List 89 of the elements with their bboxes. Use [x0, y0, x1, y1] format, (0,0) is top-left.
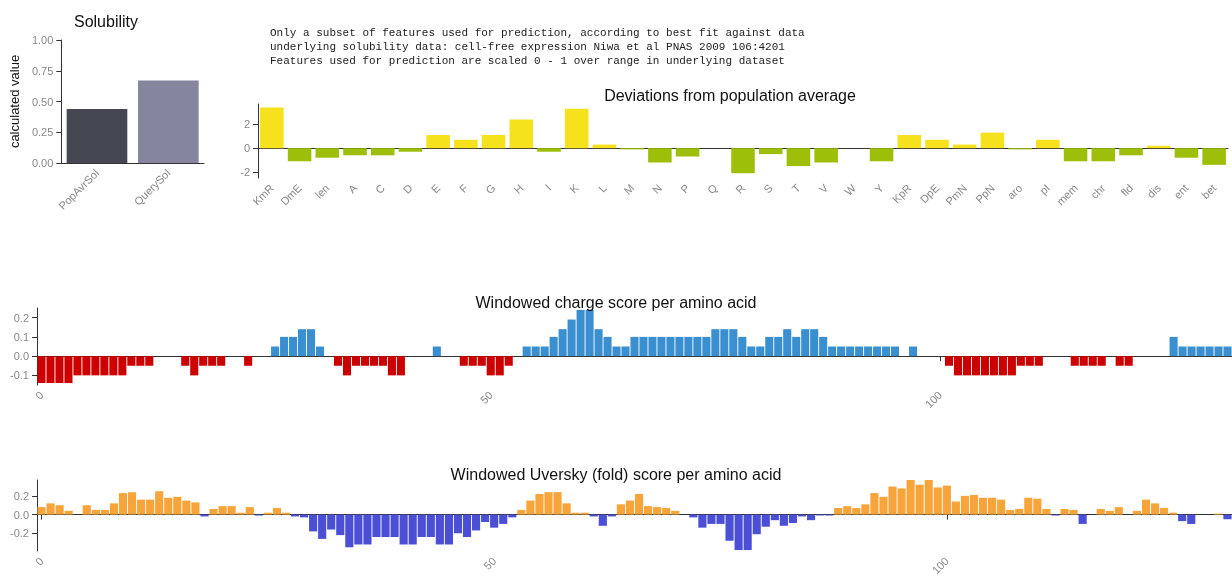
y-tick-label: 0	[243, 142, 250, 155]
x-tick-label: Q	[705, 181, 720, 197]
x-tick-label: 100	[929, 554, 952, 577]
bar	[1174, 148, 1199, 158]
bar	[398, 148, 423, 152]
bar	[315, 148, 340, 158]
bar	[1202, 148, 1226, 165]
bar	[287, 148, 312, 162]
x-tick-label: A	[345, 181, 360, 196]
y-axis-title: calculated value	[7, 54, 22, 149]
bar	[244, 356, 253, 366]
x-tick-label: P	[678, 181, 692, 196]
bar	[980, 132, 1005, 149]
chart-title: Windowed Uversky (fold) score per amino acid	[450, 465, 782, 483]
x-tick-label: dis	[1144, 181, 1164, 201]
text: Features used for prediction are scaled 0 - 1 over range in underlying dataset	[270, 54, 786, 68]
x-tick-label: S	[761, 181, 775, 196]
x-tick-label: len	[312, 181, 332, 201]
bar	[1119, 148, 1143, 156]
x-tick-label: aro	[1004, 181, 1025, 202]
bar	[1063, 148, 1088, 162]
bar	[1036, 139, 1060, 149]
chart-title: Deviations from population average	[604, 86, 856, 104]
x-tick-label: 50	[477, 388, 495, 406]
y-tick-label: 0.1	[13, 330, 29, 343]
bar	[814, 148, 838, 163]
bar	[343, 148, 367, 156]
y-tick-label: -0.2	[10, 527, 29, 540]
x-tick-label: chr	[1088, 181, 1108, 202]
x-tick-label: K	[567, 181, 582, 196]
y-tick-label: 2	[243, 118, 250, 131]
y-tick-label: 0.50	[31, 95, 54, 108]
x-tick-label: H	[511, 181, 526, 196]
x-tick-label: N	[650, 181, 665, 196]
y-tick-label: 0.2	[13, 311, 29, 324]
x-tick-label: R	[733, 181, 748, 196]
bar	[675, 148, 700, 157]
bar	[537, 148, 561, 152]
bar	[370, 148, 395, 156]
y-tick-label: 0.25	[31, 126, 54, 139]
y-tick-label: -0.1	[10, 369, 29, 382]
bar	[1091, 148, 1116, 162]
x-tick-label: F	[456, 181, 471, 195]
x-tick-label: L	[595, 181, 609, 195]
y-tick-label: 0.2	[13, 489, 29, 502]
x-tick-label: bet	[1199, 181, 1219, 202]
bar	[1078, 514, 1087, 524]
bar	[1223, 514, 1232, 520]
bar	[260, 107, 284, 149]
text: underlying solubility data: cell-free expression Niwa et al PNAS 2009 106:4201	[270, 40, 786, 54]
x-tick-label: W	[842, 181, 859, 198]
x-tick-label: G	[483, 181, 498, 197]
bar	[432, 346, 441, 357]
bar	[648, 148, 672, 163]
bar	[509, 119, 534, 149]
x-tick-label: pI	[1037, 181, 1053, 197]
bar	[897, 135, 922, 149]
x-tick-label: C	[372, 181, 387, 196]
x-tick-label: 100	[922, 388, 945, 411]
x-tick-label: fld	[1118, 181, 1136, 199]
bar	[908, 346, 918, 357]
chart-title: Solubility	[73, 12, 139, 30]
x-tick-label: V	[816, 181, 831, 196]
bar	[426, 135, 450, 149]
bar	[925, 139, 949, 149]
y-tick-label: 1.00	[31, 34, 54, 46]
y-tick-label: -2	[240, 166, 250, 179]
y-tick-label: 0.75	[31, 64, 54, 77]
x-tick-label: KpR	[889, 181, 914, 206]
x-tick-label: ent	[1171, 181, 1191, 202]
bar	[869, 148, 894, 162]
x-tick-label: T	[789, 181, 803, 195]
bar	[758, 148, 783, 155]
x-tick-label: I	[542, 181, 554, 193]
y-tick-label: 0.00	[31, 157, 54, 169]
x-tick-label: M	[621, 181, 637, 197]
x-tick-label: D	[400, 181, 415, 196]
bar	[731, 148, 755, 174]
bar	[481, 135, 506, 149]
text: Only a subset of features used for prediction, according to best fit against data	[270, 26, 805, 40]
bar	[454, 139, 478, 149]
y-tick-label: 0.0	[13, 350, 29, 363]
x-tick-label: E	[428, 181, 443, 196]
chart-title: Windowed charge score per amino acid	[475, 293, 757, 311]
bar	[564, 108, 589, 149]
y-tick-label: 0.0	[13, 508, 29, 521]
bar	[786, 148, 811, 167]
x-tick-label: 50	[481, 554, 499, 572]
x-tick-label: Y	[872, 181, 887, 196]
